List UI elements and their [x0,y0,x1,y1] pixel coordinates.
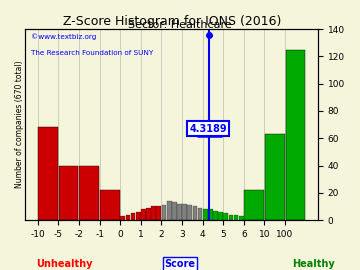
Bar [167,201,171,220]
Bar [131,213,135,220]
Y-axis label: Number of companies (670 total): Number of companies (670 total) [15,61,24,188]
Bar [208,209,213,220]
Bar [265,134,284,220]
Bar [285,50,305,220]
Bar [151,207,156,220]
Bar [218,212,223,220]
Text: Sector: Healthcare: Sector: Healthcare [128,20,232,30]
Bar [203,209,208,220]
Bar [100,190,120,220]
Bar [213,211,218,220]
Bar [120,216,125,220]
Bar [162,205,166,220]
Bar [146,208,151,220]
Text: ©www.textbiz.org: ©www.textbiz.org [31,33,96,40]
Bar [126,215,130,220]
Bar [224,213,228,220]
Text: Unhealthy: Unhealthy [37,259,93,269]
Bar [172,202,177,220]
Bar [229,215,233,220]
Text: The Research Foundation of SUNY: The Research Foundation of SUNY [31,50,153,56]
Bar [182,204,187,220]
Bar [80,166,99,220]
Bar [177,204,182,220]
Bar [234,215,238,220]
Text: Score: Score [165,259,195,269]
Bar [136,212,141,220]
Bar [239,216,244,220]
Bar [59,166,78,220]
Title: Z-Score Histogram for IONS (2016): Z-Score Histogram for IONS (2016) [63,15,281,28]
Bar [187,205,192,220]
Text: 4.3189: 4.3189 [189,124,227,134]
Bar [198,208,202,220]
Bar [141,209,146,220]
Bar [244,190,264,220]
Bar [38,127,58,220]
Bar [157,207,161,220]
Bar [193,207,197,220]
Text: Healthy: Healthy [292,259,334,269]
